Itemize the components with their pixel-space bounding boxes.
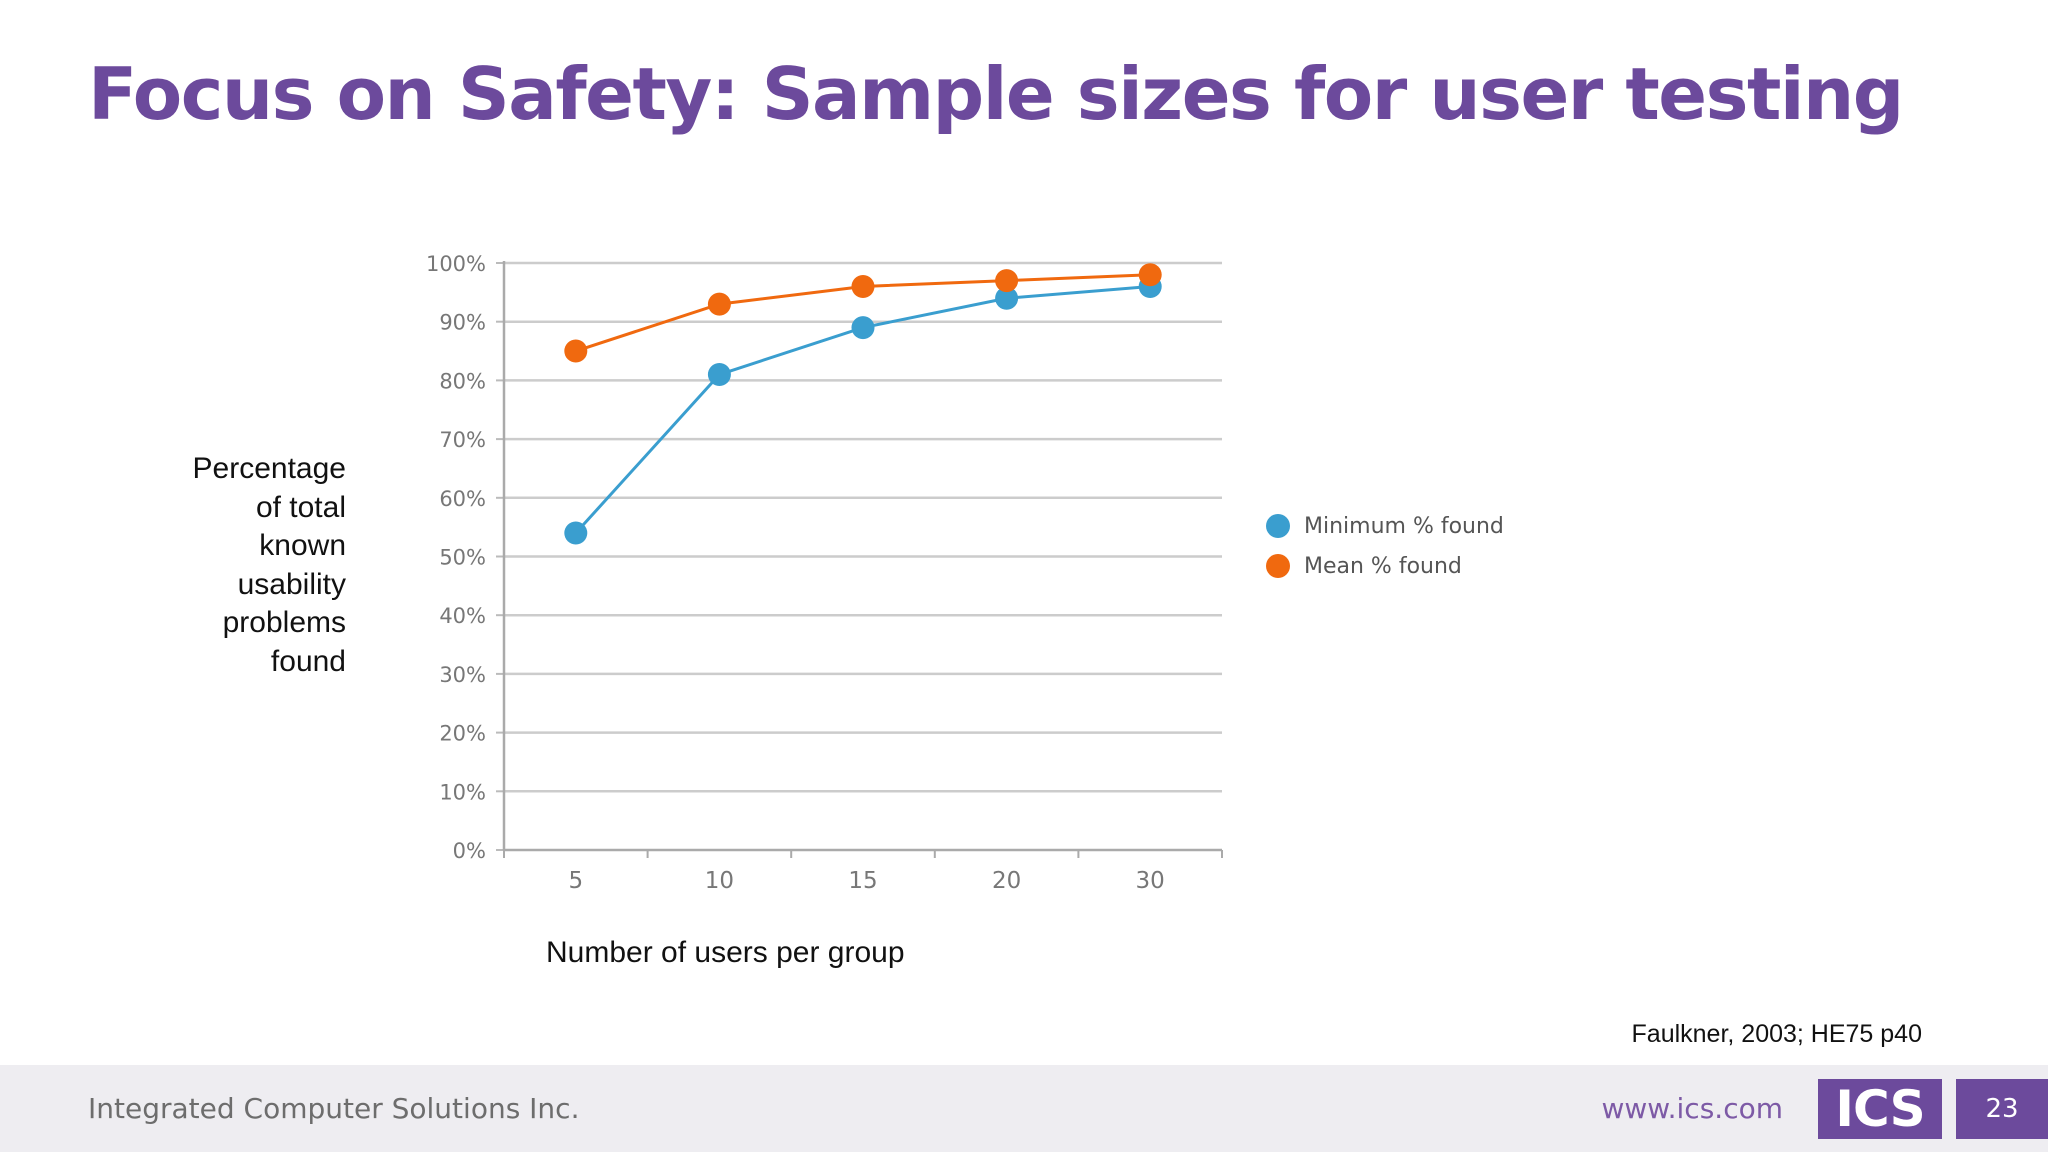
y-axis-label-line-0: Percentage <box>192 452 346 485</box>
series-0-point-5 <box>564 521 588 545</box>
citation: Faulkner, 2003; HE75 p40 <box>1631 1020 1922 1048</box>
y-axis-label-line-5: found <box>270 644 346 678</box>
slide-title: Focus on Safety: Sample sizes for user t… <box>88 52 1904 136</box>
series-0-point-20 <box>995 286 1019 310</box>
series-0-point-10 <box>707 363 731 387</box>
footer-company-name: Integrated Computer Solutions Inc. <box>88 1092 580 1125</box>
legend-swatch-mean <box>1266 554 1290 578</box>
y-tick-label-40: 40% <box>439 604 486 628</box>
y-tick-label-0: 0% <box>453 839 486 863</box>
y-tick-label-30: 30% <box>439 663 486 687</box>
y-axis-label: Percentage of total known usability problems… <box>150 450 346 681</box>
legend-label-minimum: Minimum % found <box>1304 513 1504 539</box>
y-tick-label-10: 10% <box>439 780 486 804</box>
series-0-point-15 <box>851 316 875 340</box>
x-axis-label: Number of users per group <box>546 936 905 969</box>
page-number: 23 <box>1956 1079 2048 1139</box>
y-axis-label-line-3: usability <box>237 567 346 601</box>
ics-logo: ICS <box>1818 1079 1942 1139</box>
x-tick-label-30: 30 <box>1136 868 1165 894</box>
y-tick-label-80: 80% <box>439 369 486 393</box>
y-axis-label-line-1: of total <box>255 490 346 524</box>
series-1-point-10 <box>707 292 731 316</box>
series-1-point-30 <box>1138 263 1162 287</box>
legend-swatch-minimum <box>1266 514 1290 538</box>
footer-url-link[interactable]: www.ics.com <box>1601 1092 1784 1125</box>
x-tick-label-20: 20 <box>992 868 1021 894</box>
footer-bar: Integrated Computer Solutions Inc. www.i… <box>0 1065 2048 1152</box>
series-1-point-20 <box>995 269 1019 293</box>
y-tick-label-20: 20% <box>439 722 486 746</box>
legend-item-minimum: Minimum % found <box>1266 506 1504 546</box>
chart-legend: Minimum % found Mean % found <box>1266 506 1504 586</box>
legend-label-mean: Mean % found <box>1304 553 1462 579</box>
y-tick-label-100: 100% <box>426 252 486 276</box>
x-tick-label-10: 10 <box>705 868 734 894</box>
x-tick-label-15: 15 <box>848 868 877 894</box>
series-1-point-5 <box>564 339 588 363</box>
y-axis-label-line-2: known <box>259 529 346 562</box>
y-tick-label-90: 90% <box>439 311 486 335</box>
y-tick-label-50: 50% <box>439 546 486 570</box>
y-axis-label-line-4: problems <box>222 606 346 639</box>
legend-item-mean: Mean % found <box>1266 546 1504 586</box>
series-1-point-15 <box>851 274 875 298</box>
y-tick-label-60: 60% <box>439 487 486 511</box>
x-tick-label-5: 5 <box>568 868 583 894</box>
y-tick-label-70: 70% <box>439 428 486 452</box>
